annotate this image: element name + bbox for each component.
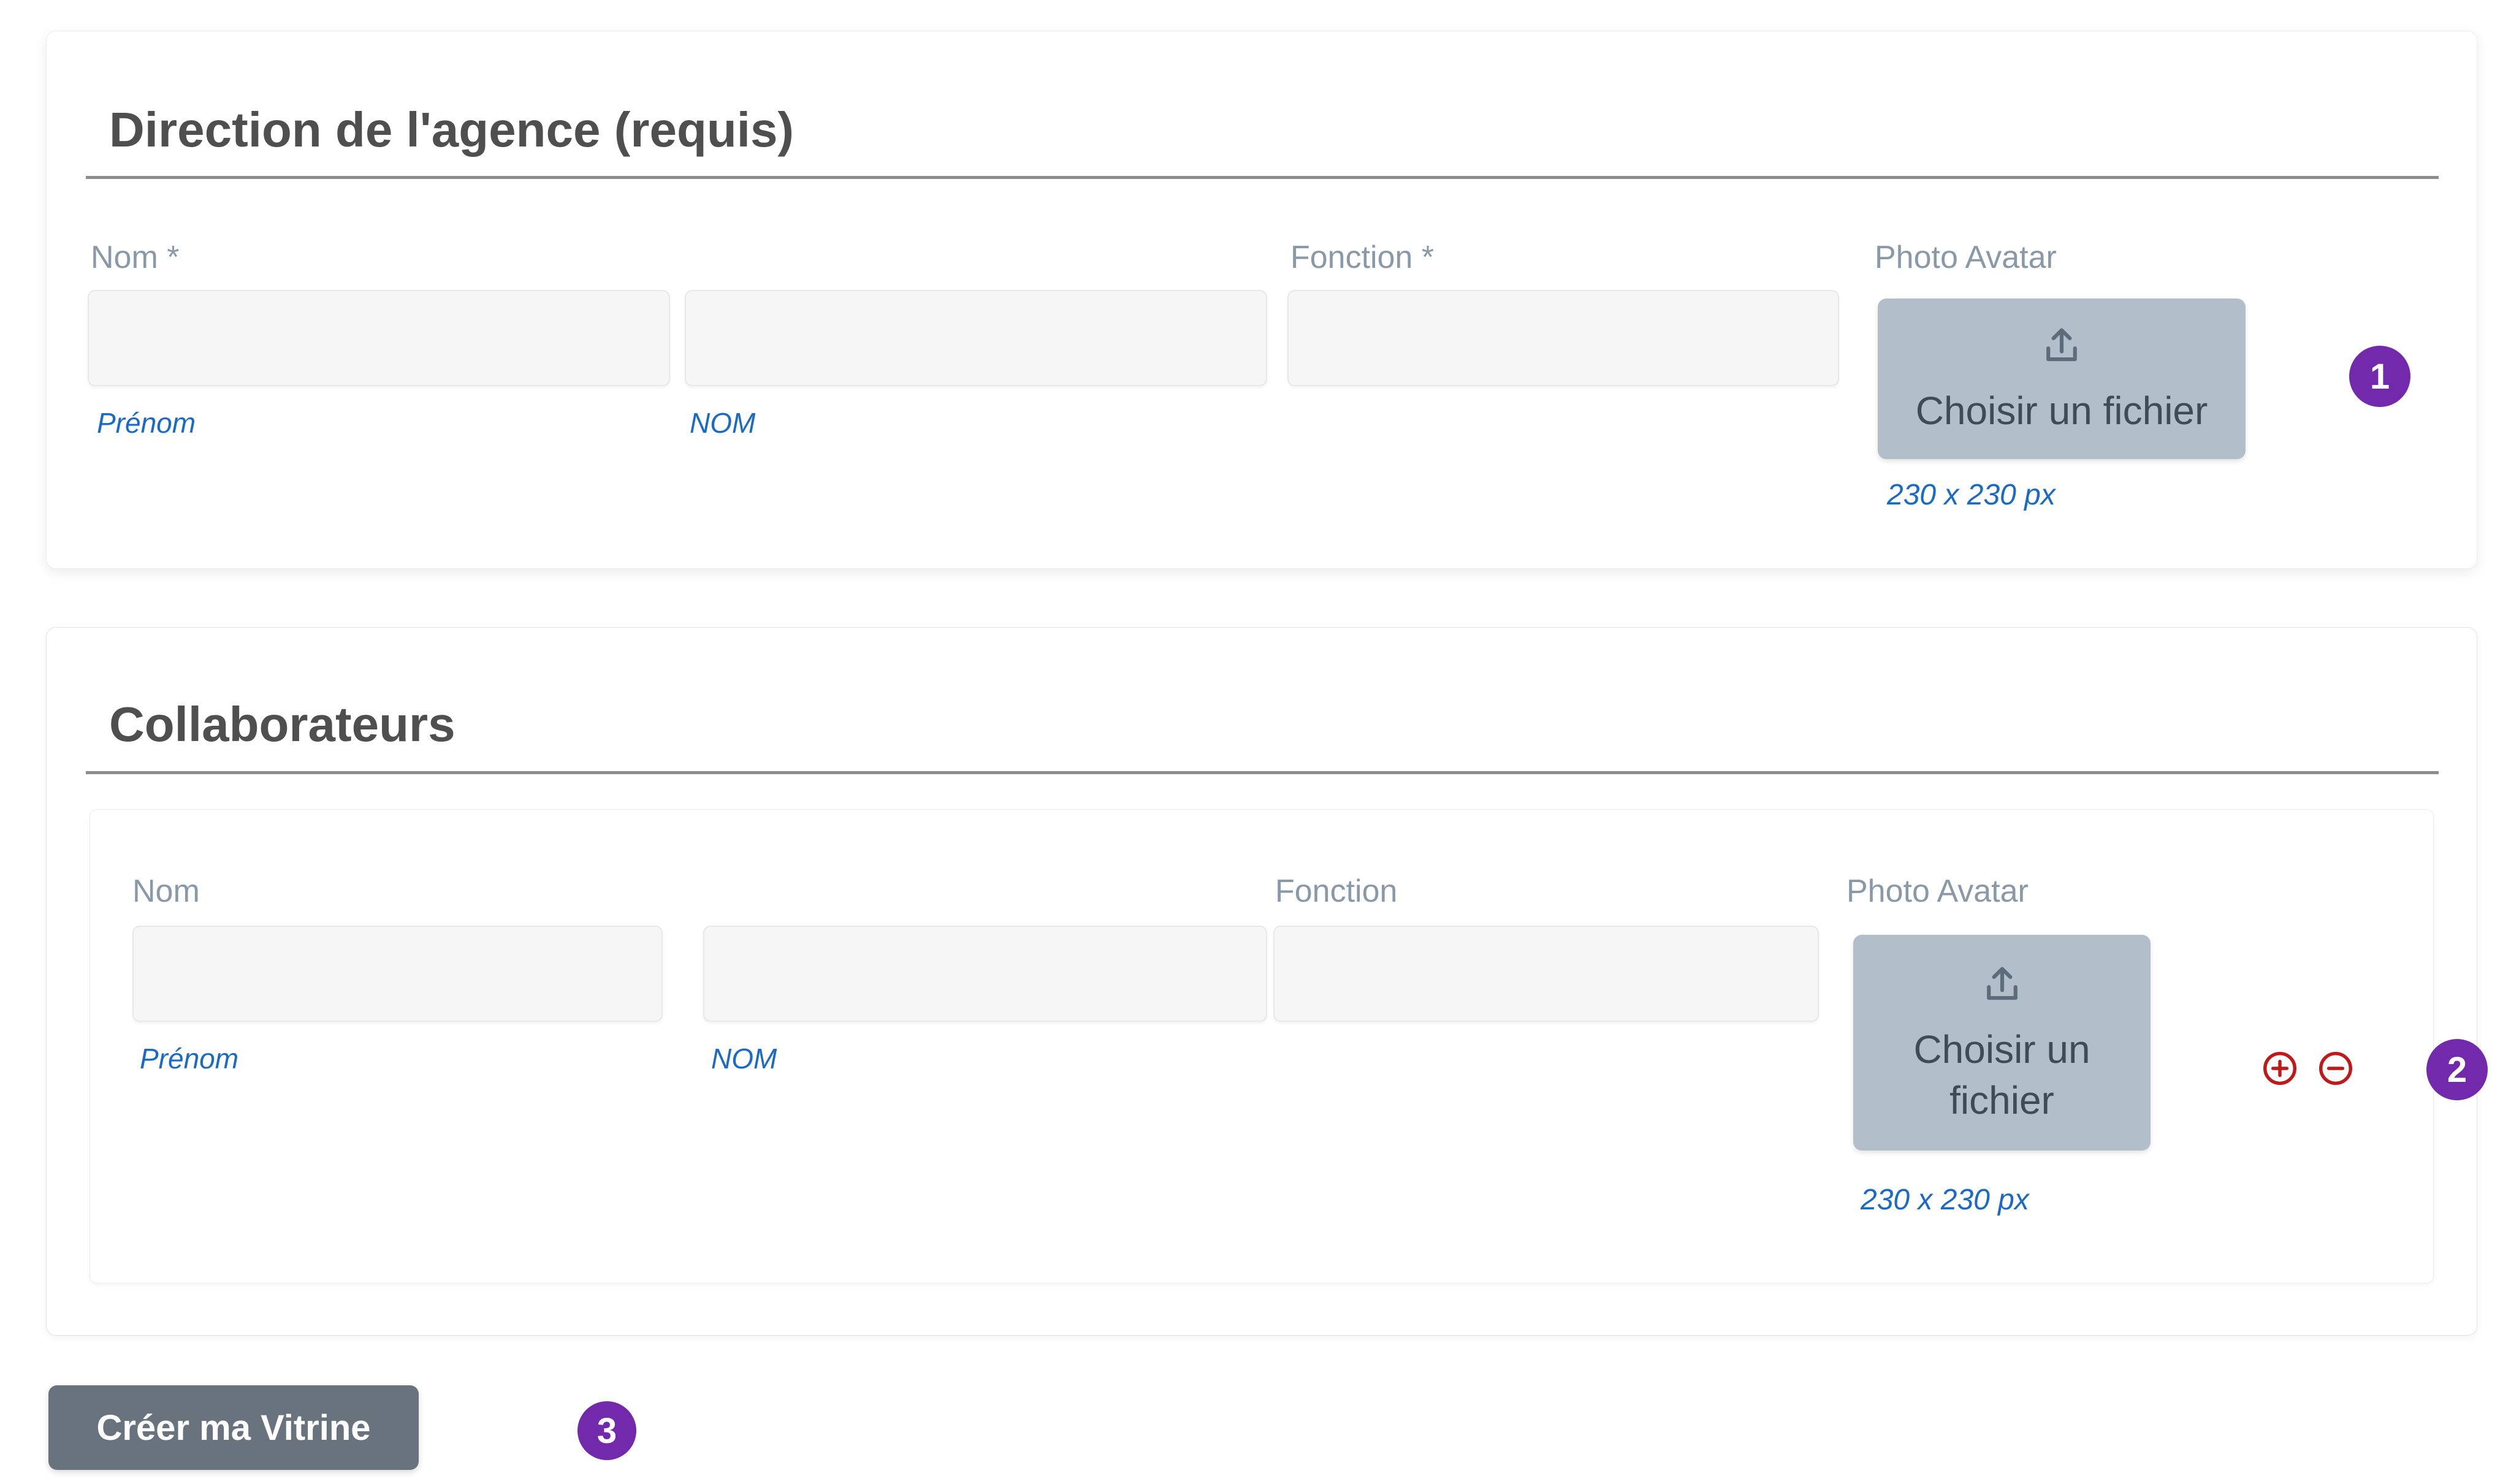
direction-choose-file-label: Choisir un fichier — [1915, 389, 2208, 433]
direction-photo-avatar-label: Photo Avatar — [1875, 240, 2057, 275]
create-showcase-button[interactable]: Créer ma Vitrine — [48, 1385, 419, 1470]
direction-nom-hint: NOM — [690, 407, 756, 439]
collaborateur-avatar-size-hint: 230 x 230 px — [1861, 1184, 2029, 1216]
collaborateur-photo-avatar-label: Photo Avatar — [1846, 873, 2029, 909]
direction-fonction-label: Fonction * — [1290, 240, 1435, 275]
collaborateurs-section-divider — [86, 771, 2439, 774]
collaborateur-fonction-label: Fonction — [1275, 873, 1398, 909]
direction-fonction-input[interactable] — [1287, 290, 1839, 386]
collaborateur-nom-input[interactable] — [703, 926, 1267, 1022]
remove-collaborator-button[interactable] — [2317, 1049, 2355, 1087]
step-1-badge: 1 — [2349, 346, 2410, 407]
collaborateur-nom-hint: NOM — [711, 1043, 777, 1075]
direction-prenom-hint: Prénom — [97, 407, 196, 439]
collaborateurs-section-title: Collaborateurs — [109, 697, 455, 752]
direction-section-title: Direction de l'agence (requis) — [109, 102, 794, 157]
step-2-badge: 2 — [2426, 1039, 2488, 1100]
upload-icon — [2038, 321, 2086, 370]
collaborateur-prenom-input[interactable] — [132, 926, 663, 1022]
add-collaborator-button[interactable] — [2261, 1049, 2299, 1087]
minus-circle-icon — [2317, 1052, 2355, 1089]
direction-nom-input[interactable] — [685, 290, 1267, 386]
direction-section-divider — [86, 176, 2439, 179]
collaborateur-prenom-hint: Prénom — [140, 1043, 239, 1075]
plus-circle-icon — [2261, 1052, 2299, 1089]
direction-nom-label: Nom * — [91, 240, 180, 275]
direction-avatar-size-hint: 230 x 230 px — [1887, 479, 2056, 511]
direction-prenom-input[interactable] — [88, 290, 670, 386]
collaborateur-fonction-input[interactable] — [1273, 926, 1819, 1022]
upload-icon — [1978, 959, 2026, 1008]
collaborateur-nom-label: Nom — [132, 873, 200, 909]
collaborateur-choose-file-button[interactable]: Choisir un fichier — [1853, 935, 2151, 1151]
direction-choose-file-button[interactable]: Choisir un fichier — [1878, 299, 2246, 459]
collaborateur-choose-file-label: Choisir un fichier — [1913, 1027, 2090, 1122]
step-3-badge: 3 — [577, 1401, 636, 1460]
